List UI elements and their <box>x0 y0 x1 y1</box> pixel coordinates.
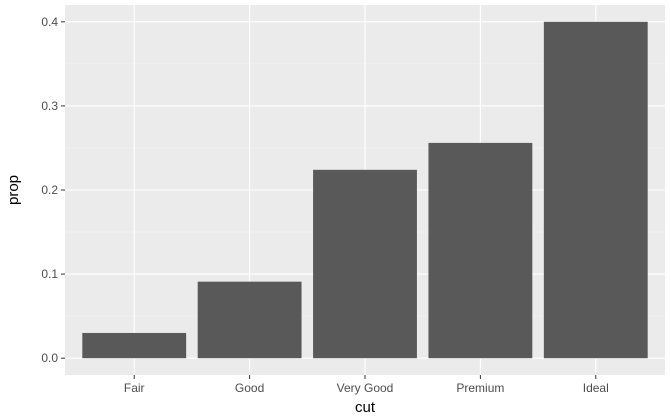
y-tick-label: 0.1 <box>41 267 58 281</box>
x-tick-label: Fair <box>124 381 145 395</box>
y-tick-label: 0.2 <box>41 183 58 197</box>
x-tick-label: Very Good <box>337 381 394 395</box>
bar-good <box>197 281 302 359</box>
x-axis-ticks: Fair Good Very Good Premium Ideal <box>124 375 609 395</box>
y-axis-title: prop <box>5 175 22 205</box>
bar-fair <box>82 332 187 359</box>
bar-ideal <box>543 21 648 359</box>
x-tick-label: Ideal <box>583 381 609 395</box>
y-tick-label: 0.3 <box>41 99 58 113</box>
y-tick-label: 0.0 <box>41 351 58 365</box>
bar-very-good <box>313 169 417 359</box>
x-axis-title: cut <box>355 399 376 416</box>
y-tick-label: 0.4 <box>41 15 58 29</box>
x-tick-label: Premium <box>456 381 504 395</box>
bar-premium <box>428 142 533 359</box>
bars <box>82 21 648 359</box>
x-tick-label: Good <box>235 381 264 395</box>
y-axis-ticks: 0.0 0.1 0.2 0.3 0.4 <box>41 15 65 365</box>
